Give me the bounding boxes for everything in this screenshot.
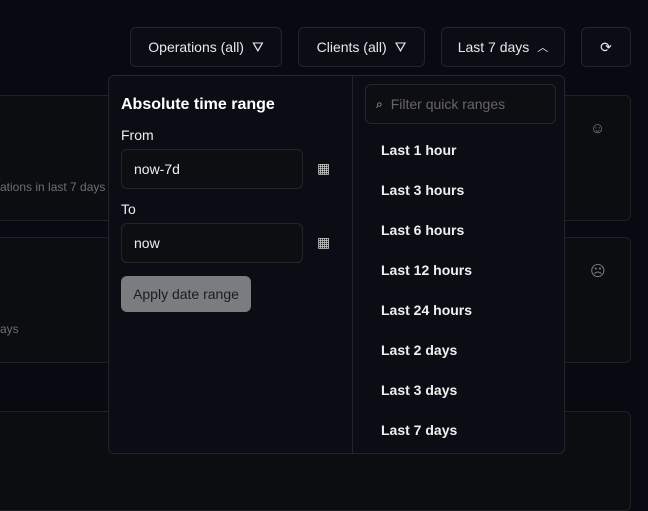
operations-label: Operations (all) <box>148 39 244 55</box>
quick-range-item[interactable]: Last 7 days <box>381 422 458 438</box>
search-icon: ⌕ <box>376 96 383 111</box>
quick-range-item[interactable]: Last 3 hours <box>381 182 465 198</box>
quick-range-item[interactable]: Last 1 hour <box>381 142 457 158</box>
to-label: To <box>121 201 136 217</box>
to-input[interactable]: now <box>121 223 303 263</box>
calendar-icon[interactable]: ▦ <box>317 160 331 176</box>
quick-range-item[interactable]: Last 3 days <box>381 382 458 398</box>
chevron-up-icon: ︿ <box>537 42 549 54</box>
date-range-button[interactable]: Last 7 days ︿ <box>441 27 565 67</box>
clients-filter-button[interactable]: Clients (all) ⛛ <box>298 27 425 67</box>
from-label: From <box>121 127 154 143</box>
operations-filter-button[interactable]: Operations (all) ⛛ <box>130 27 282 67</box>
smile-icon: ☺ <box>590 120 606 137</box>
quick-range-item[interactable]: Last 2 days <box>381 342 458 358</box>
filter-icon: ⛛ <box>394 38 407 55</box>
filter-icon: ⛛ <box>251 38 264 55</box>
quick-range-item[interactable]: Last 12 hours <box>381 262 473 278</box>
quick-ranges-search[interactable]: ⌕ Filter quick ranges <box>365 84 556 124</box>
date-range-popover: Absolute time range From now-7d ▦ To now… <box>108 75 565 454</box>
date-range-label: Last 7 days <box>457 39 530 55</box>
clients-label: Clients (all) <box>316 39 387 55</box>
popover-title: Absolute time range <box>121 96 275 113</box>
from-input[interactable]: now-7d <box>121 149 303 189</box>
quick-range-item[interactable]: Last 6 hours <box>381 222 465 238</box>
apply-date-range-button[interactable]: Apply date range <box>121 276 251 312</box>
frown-icon: ☹ <box>590 263 606 280</box>
refresh-button[interactable]: ⟳ <box>581 27 631 67</box>
card-subtitle: ays <box>0 322 19 336</box>
refresh-icon: ⟳ <box>600 38 612 55</box>
card-subtitle: ations in last 7 days <box>0 180 106 194</box>
search-placeholder: Filter quick ranges <box>390 96 506 112</box>
quick-range-item[interactable]: Last 24 hours <box>381 302 473 318</box>
calendar-icon[interactable]: ▦ <box>317 234 331 250</box>
